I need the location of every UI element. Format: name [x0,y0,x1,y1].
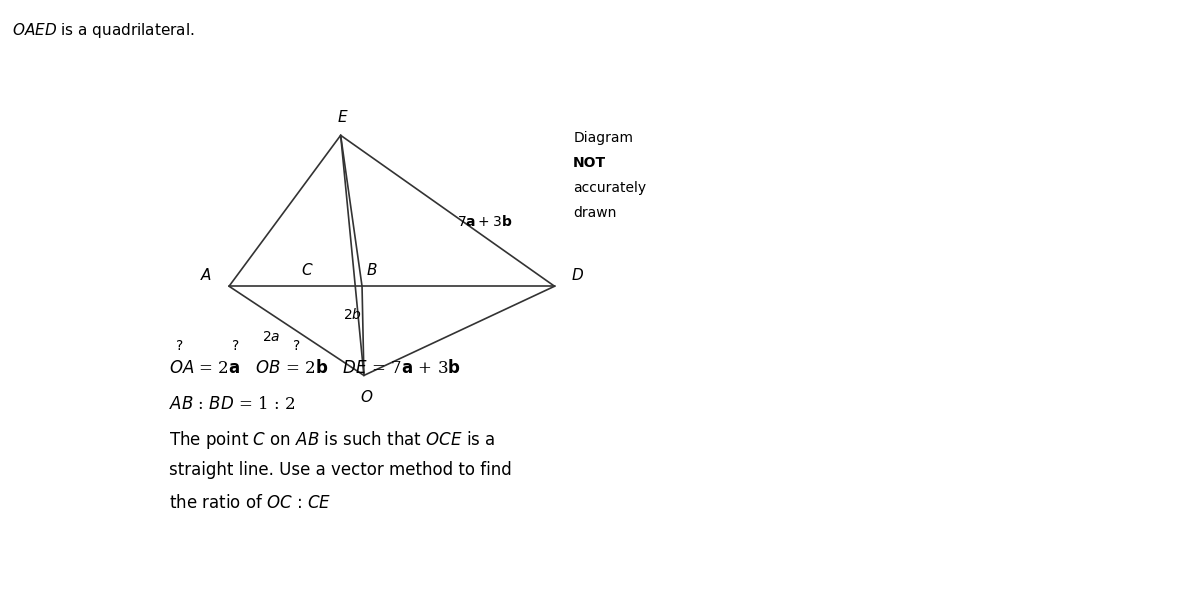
Text: $\it{AB}$ : $\it{BD}$ = 1 : 2: $\it{AB}$ : $\it{BD}$ = 1 : 2 [168,396,295,413]
Text: ?: ? [293,339,300,353]
Text: $7\mathbf{a} + 3\mathbf{b}$: $7\mathbf{a} + 3\mathbf{b}$ [457,214,512,229]
Text: Diagram: Diagram [574,131,634,145]
Text: $2b$: $2b$ [343,307,362,322]
Text: drawn: drawn [574,206,617,220]
Text: ?: ? [176,339,184,353]
Text: $\it{OAED}$ is a quadrilateral.: $\it{OAED}$ is a quadrilateral. [12,21,194,40]
Text: $2a$: $2a$ [262,330,280,345]
Text: accurately: accurately [574,181,647,195]
Text: $E$: $E$ [337,109,348,125]
Text: $D$: $D$ [571,267,584,283]
Text: straight line. Use a vector method to find: straight line. Use a vector method to fi… [168,461,511,479]
Text: $O$: $O$ [360,389,373,405]
Text: $\it{OA}$ = 2$\mathbf{a}$   $\it{OB}$ = 2$\mathbf{b}$   $\it{DE}$ = 7$\mathbf{a}: $\it{OA}$ = 2$\mathbf{a}$ $\it{OB}$ = 2$… [168,359,461,377]
Text: $B$: $B$ [366,262,377,278]
Text: $C$: $C$ [301,262,313,278]
Text: NOT: NOT [574,156,606,170]
Text: $A$: $A$ [200,267,212,283]
Text: the ratio of $\it{OC}$ : $\it{CE}$: the ratio of $\it{OC}$ : $\it{CE}$ [168,494,331,513]
Text: ?: ? [232,339,239,353]
Text: The point $\it{C}$ on $\it{AB}$ is such that $\it{OCE}$ is a: The point $\it{C}$ on $\it{AB}$ is such … [168,429,494,451]
